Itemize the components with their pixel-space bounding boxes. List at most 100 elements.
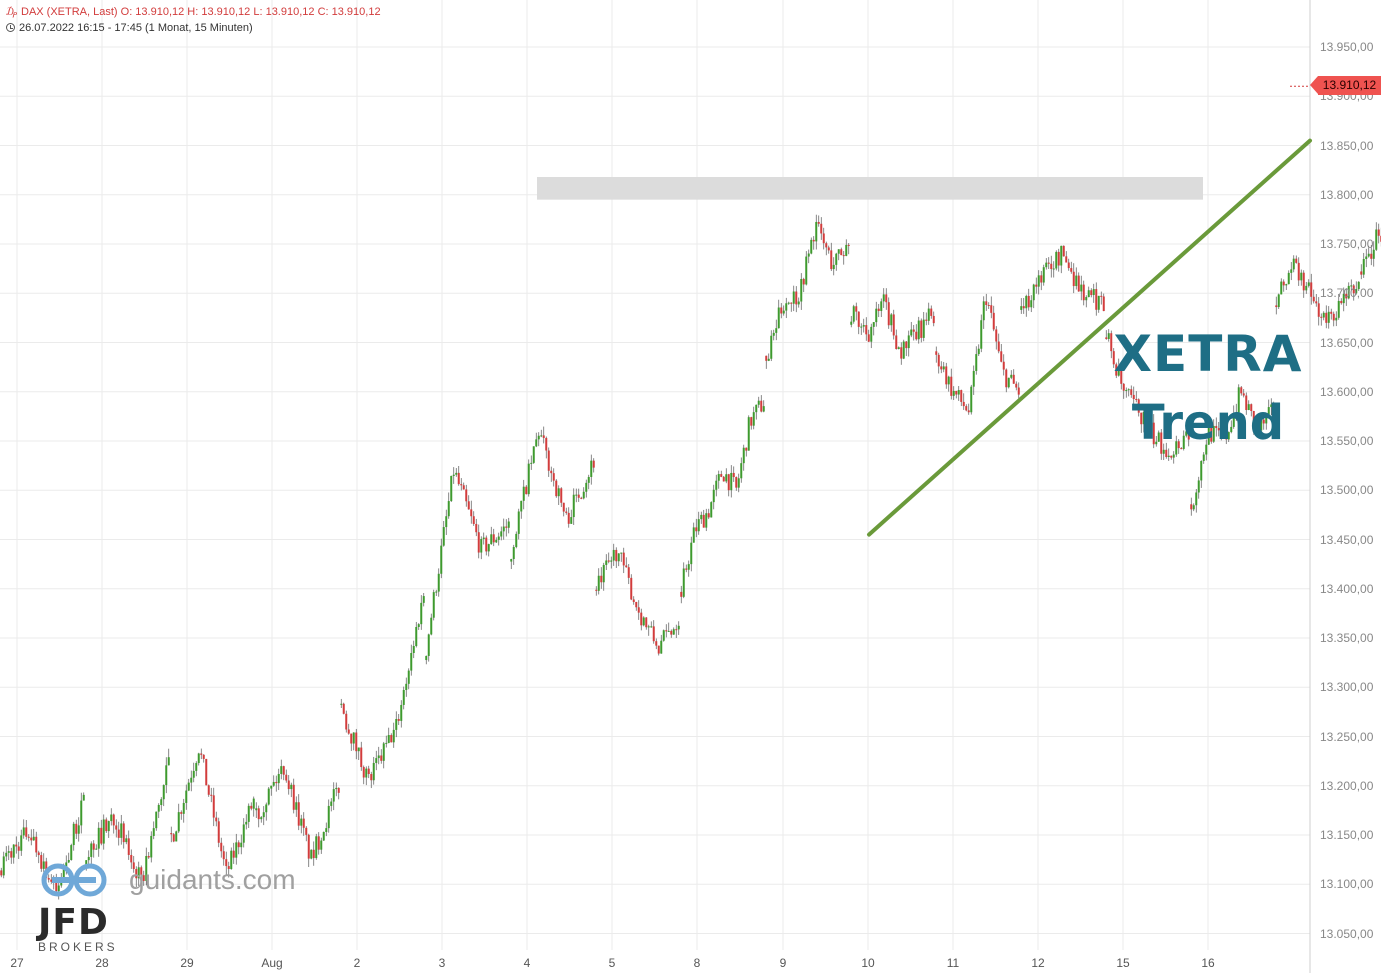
candle-body bbox=[1087, 290, 1090, 298]
candle-body bbox=[540, 435, 543, 437]
candle-body bbox=[77, 825, 80, 834]
candle-body bbox=[702, 514, 705, 528]
candle-body bbox=[325, 828, 328, 832]
candle-body bbox=[1097, 295, 1100, 310]
candle-body bbox=[912, 329, 915, 332]
candle-body bbox=[282, 766, 285, 775]
candle-body bbox=[25, 827, 28, 837]
candle-body bbox=[732, 472, 735, 478]
candle-body bbox=[685, 568, 688, 570]
candle-body bbox=[455, 472, 458, 475]
y-tick-label: 13.200,00 bbox=[1320, 778, 1374, 793]
candle-body bbox=[225, 859, 228, 867]
candle-body bbox=[937, 354, 940, 367]
candle-body bbox=[260, 817, 263, 820]
candle-body bbox=[737, 478, 740, 488]
candle-body bbox=[497, 536, 500, 540]
candle-body bbox=[1260, 419, 1263, 431]
candle-body bbox=[335, 787, 338, 790]
y-tick-label: 13.050,00 bbox=[1320, 926, 1374, 941]
candle-body bbox=[757, 400, 760, 405]
candle-body bbox=[102, 819, 105, 844]
candle-body bbox=[662, 630, 665, 641]
candle-body bbox=[177, 812, 180, 832]
candle-body bbox=[667, 630, 670, 632]
candle-body bbox=[280, 766, 283, 774]
candle-body bbox=[1020, 306, 1023, 310]
candle-body bbox=[542, 435, 545, 438]
candle-body bbox=[380, 755, 383, 761]
candle-body bbox=[940, 366, 943, 370]
candle-body bbox=[410, 652, 413, 671]
candle-body bbox=[827, 247, 830, 251]
candle-body bbox=[480, 539, 483, 553]
candle-body bbox=[907, 335, 910, 349]
candle-body bbox=[362, 767, 365, 778]
candle-body bbox=[810, 239, 813, 254]
candle-body bbox=[560, 488, 563, 503]
candle-body bbox=[970, 386, 973, 413]
candle-body bbox=[677, 625, 680, 630]
candle-body bbox=[697, 519, 700, 532]
candle-body bbox=[390, 735, 393, 743]
candle-body bbox=[152, 828, 155, 836]
candle-body bbox=[135, 869, 138, 879]
candle-body bbox=[82, 794, 85, 801]
candle-body bbox=[995, 329, 998, 342]
candle-body bbox=[387, 735, 390, 743]
y-tick-label: 13.850,00 bbox=[1320, 138, 1374, 153]
candle-body bbox=[255, 808, 258, 811]
candle-body bbox=[510, 559, 513, 562]
candle-body bbox=[530, 462, 533, 464]
candle-body bbox=[375, 758, 378, 763]
candle-body bbox=[125, 838, 128, 843]
candle-body bbox=[1080, 284, 1083, 292]
candle-body bbox=[1145, 412, 1148, 428]
candle-body bbox=[860, 326, 863, 328]
candle-body bbox=[157, 804, 160, 812]
candle-body bbox=[997, 341, 1000, 352]
candle-body bbox=[727, 474, 730, 491]
candle-body bbox=[1157, 432, 1160, 442]
candle-body bbox=[172, 834, 175, 842]
watermark-site: guidants.com bbox=[129, 864, 296, 895]
candle-body bbox=[942, 366, 945, 370]
candle-body bbox=[1100, 295, 1103, 297]
candle-body bbox=[1037, 275, 1040, 287]
candle-body bbox=[597, 575, 600, 591]
candle-body bbox=[10, 851, 13, 858]
candle-body bbox=[395, 718, 398, 730]
candle-body bbox=[1190, 504, 1193, 510]
candle-body bbox=[1340, 300, 1343, 304]
candle-body bbox=[717, 474, 720, 481]
candle-body bbox=[1280, 281, 1283, 295]
clock-icon bbox=[6, 23, 15, 32]
candle-body bbox=[775, 328, 778, 333]
candle-body bbox=[675, 629, 678, 631]
candle-body bbox=[120, 823, 123, 838]
candle-body bbox=[1297, 262, 1300, 281]
candle-body bbox=[495, 539, 498, 543]
candle-body bbox=[212, 795, 215, 818]
candle-body bbox=[347, 729, 350, 734]
candle-body bbox=[1007, 377, 1010, 388]
candle-body bbox=[1367, 253, 1370, 257]
candle-body bbox=[397, 718, 400, 721]
candle-body bbox=[522, 486, 525, 501]
chart-type-icon[interactable]: ₯ bbox=[6, 6, 17, 18]
candle-body bbox=[1242, 393, 1245, 396]
candle-body bbox=[1150, 421, 1153, 423]
candle-body bbox=[32, 836, 35, 841]
candle-body bbox=[710, 502, 713, 518]
candle-body bbox=[800, 278, 803, 302]
candle-body bbox=[420, 602, 423, 625]
candle-body bbox=[97, 827, 100, 849]
candle-body bbox=[762, 406, 765, 412]
candle-body bbox=[1062, 245, 1065, 257]
candle-body bbox=[745, 447, 748, 451]
candle-body bbox=[297, 802, 300, 826]
candle-body bbox=[1337, 300, 1340, 318]
candle-body bbox=[402, 690, 405, 705]
